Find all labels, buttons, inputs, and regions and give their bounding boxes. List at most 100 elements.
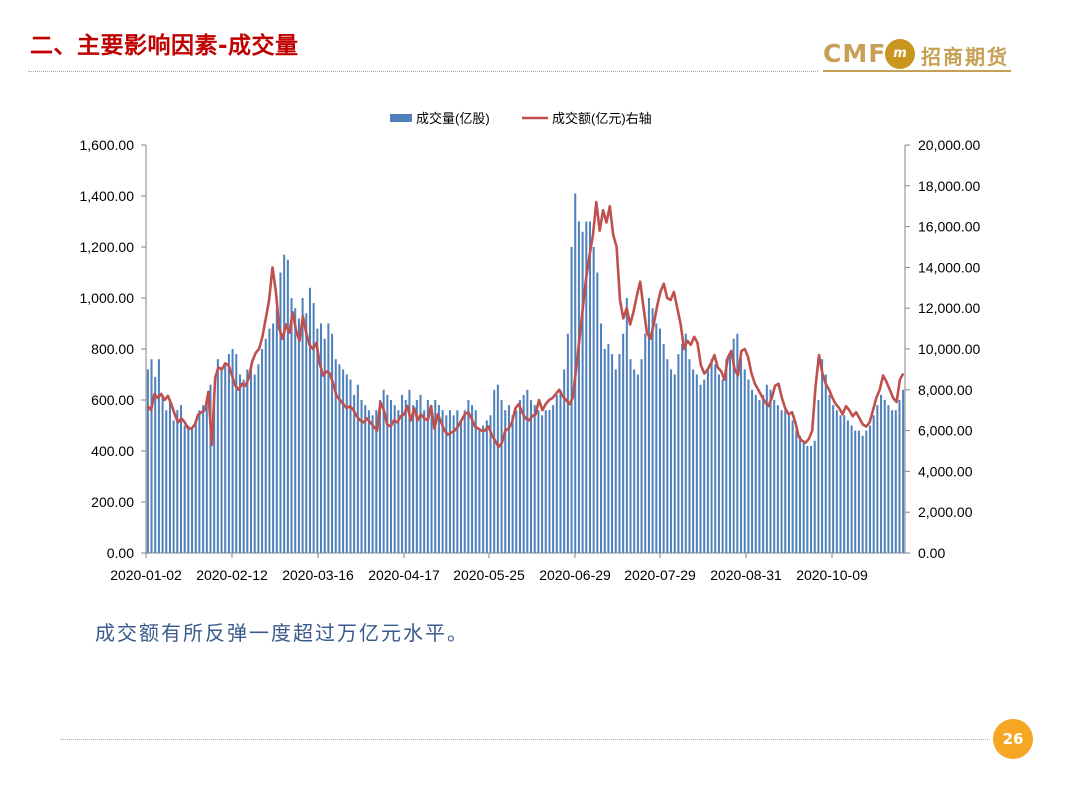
volume-bar (378, 400, 381, 553)
volume-bar (526, 389, 529, 553)
volume-bar (482, 425, 485, 553)
volume-bar (655, 323, 658, 553)
right-y-tick-label: 16,000.00 (918, 219, 980, 235)
volume-bar (474, 410, 477, 553)
volume-bar (471, 405, 474, 553)
volume-bar (555, 394, 558, 553)
volume-bar (360, 400, 363, 553)
volume-bar (710, 359, 713, 553)
volume-bar (633, 369, 636, 553)
volume-bar (437, 405, 440, 553)
volume-bar (699, 384, 702, 553)
volume-bar (467, 400, 470, 553)
volume-bar (740, 359, 743, 553)
volume-bar (441, 410, 444, 553)
volume-bar (323, 338, 326, 553)
volume-bar (157, 359, 160, 553)
volume-bar (419, 394, 422, 553)
volume-bar (386, 394, 389, 553)
volume-bar (261, 349, 264, 553)
volume-bar (857, 430, 860, 553)
left-y-tick-label: 1,200.00 (80, 239, 135, 255)
volume-bar (334, 359, 337, 553)
left-y-tick-label: 1,400.00 (80, 188, 135, 204)
volume-bar (242, 379, 245, 553)
volume-bar (338, 364, 341, 553)
volume-bar (235, 354, 238, 553)
volume-bar (552, 405, 555, 553)
volume-bar (312, 303, 315, 553)
volume-bar (489, 415, 492, 553)
volume-bar (518, 400, 521, 553)
volume-bar (364, 405, 367, 553)
volume-bar (769, 389, 772, 553)
volume-bar (423, 410, 426, 553)
x-tick-label: 2020-05-25 (453, 567, 525, 583)
volume-bar (776, 405, 779, 553)
volume-bar (327, 323, 330, 553)
volume-bar (198, 410, 201, 553)
volume-bar (353, 394, 356, 553)
volume-bar (880, 394, 883, 553)
slide-title: 二、主要影响因素-成交量 (30, 33, 299, 59)
x-tick-label: 2020-04-17 (368, 567, 440, 583)
volume-bar (279, 272, 282, 553)
volume-bar (787, 415, 790, 553)
volume-bar (891, 410, 894, 553)
volume-bar (268, 328, 271, 553)
left-y-tick-label: 1,600.00 (80, 137, 135, 153)
volume-bar (426, 400, 429, 553)
volume-bar (865, 430, 868, 553)
volume-bar (773, 400, 776, 553)
volume-bar (673, 374, 676, 553)
volume-bar (795, 430, 798, 553)
volume-bar (493, 389, 496, 553)
volume-bar (703, 379, 706, 553)
volume-bar (603, 349, 606, 553)
volume-bar (349, 379, 352, 553)
volume-bar (463, 410, 466, 553)
volume-bar (172, 420, 175, 553)
volume-bar (448, 410, 451, 553)
volume-bar (695, 374, 698, 553)
x-tick-label: 2020-10-09 (796, 567, 868, 583)
x-tick-label: 2020-08-31 (710, 567, 782, 583)
right-y-tick-label: 18,000.00 (918, 178, 980, 194)
volume-bar (596, 272, 599, 553)
volume-bar (191, 428, 194, 553)
title-divider (28, 71, 818, 72)
volume-bar (445, 415, 448, 553)
volume-bar (828, 394, 831, 553)
volume-bar (544, 410, 547, 553)
volume-bar (507, 405, 510, 553)
volume-bar (530, 400, 533, 553)
volume-bar (563, 369, 566, 553)
volume-bar (286, 259, 289, 553)
volume-bar (238, 374, 241, 553)
volume-bar (647, 298, 650, 553)
volume-bar (839, 415, 842, 553)
volume-bar (806, 445, 809, 553)
volume-bar (835, 410, 838, 553)
volume-bar (791, 420, 794, 553)
volume-bar (320, 323, 323, 553)
volume-bar (194, 420, 197, 553)
legend-line-label: 成交额(亿元)右轴 (552, 111, 652, 126)
volume-bar (717, 374, 720, 553)
volume-bar (331, 333, 334, 553)
left-y-tick-label: 400.00 (91, 443, 134, 459)
volume-bar (165, 410, 168, 553)
volume-bar (168, 400, 171, 553)
volume-bar (872, 415, 875, 553)
volume-bar (371, 415, 374, 553)
volume-bar (747, 379, 750, 553)
volume-bar (393, 405, 396, 553)
volume-bar (688, 359, 691, 553)
logo-underline (823, 70, 1011, 72)
volume-bar (725, 359, 728, 553)
volume-bar (728, 354, 731, 553)
volume-bar (681, 343, 684, 553)
volume-bar (611, 354, 614, 553)
volume-bar (876, 405, 879, 553)
volume-bar (356, 384, 359, 553)
